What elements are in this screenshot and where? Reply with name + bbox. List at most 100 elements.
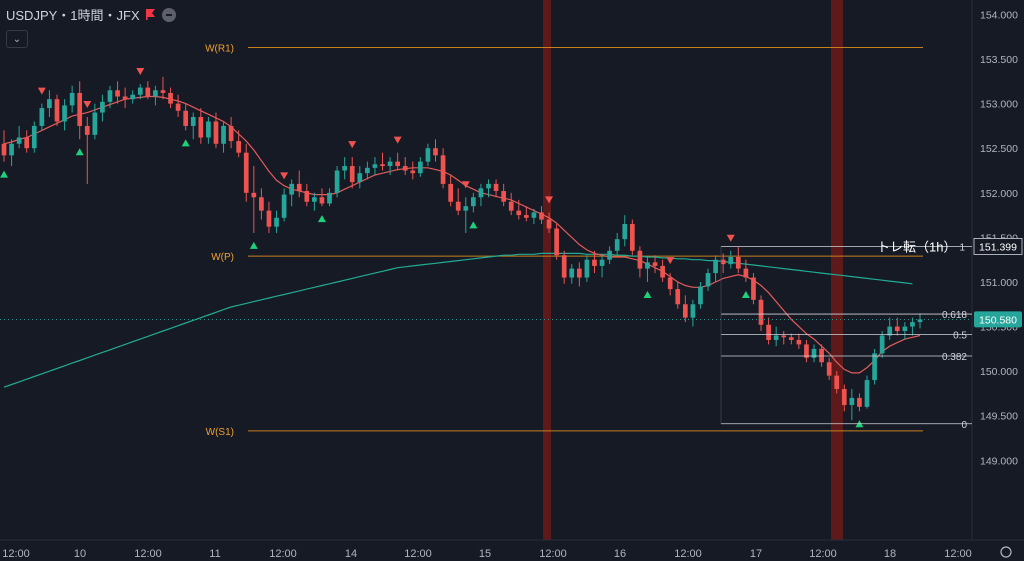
minus-circle-icon[interactable]: [161, 7, 176, 22]
candle-body: [365, 167, 370, 174]
pivot-label: W(S1): [206, 427, 234, 438]
candle-body: [47, 99, 52, 109]
flag-icon[interactable]: [145, 9, 156, 20]
x-tick-label: 12:00: [674, 548, 702, 560]
candle-body: [281, 194, 287, 218]
candle-body: [705, 273, 711, 287]
candle-body: [910, 322, 915, 327]
y-tick-label: 152.000: [980, 188, 1018, 200]
candle-body: [296, 183, 302, 192]
candle-body: [728, 257, 734, 265]
candle-body: [796, 339, 802, 345]
y-tick-label: 151.000: [980, 277, 1018, 289]
candle-body: [493, 183, 499, 192]
candle-body: [236, 141, 242, 153]
symbol-title[interactable]: USDJPY・1時間・JFX: [6, 8, 140, 23]
sell-signal-marker: [666, 257, 675, 265]
candle-body: [9, 143, 14, 156]
candle-body: [894, 326, 900, 332]
x-tick-label: 16: [614, 548, 626, 560]
fib-level-label: 0: [961, 420, 967, 431]
candle-body: [402, 166, 408, 171]
buy-signal-marker: [741, 290, 750, 298]
candle-body: [107, 90, 113, 102]
candle-body: [645, 262, 650, 269]
y-tick-label: 152.500: [980, 143, 1018, 155]
candle-body: [652, 262, 658, 266]
candle-body: [463, 206, 469, 211]
sell-signal-marker: [726, 234, 735, 242]
candle-body: [84, 125, 90, 135]
candle-body: [160, 90, 166, 93]
candle-body: [592, 259, 597, 266]
buy-signal-marker: [317, 215, 326, 223]
candle-body: [857, 397, 862, 407]
candle-body: [561, 255, 567, 278]
candle-body: [743, 268, 749, 278]
x-tick-label: 12:00: [944, 548, 972, 560]
candle-body: [524, 215, 529, 218]
candle-body: [1, 143, 7, 156]
candle-body: [213, 121, 219, 144]
x-tick-label: 12:00: [2, 548, 30, 560]
y-tick-label: 149.000: [980, 455, 1018, 467]
fib-price-box: [973, 238, 1023, 255]
candle-body: [357, 173, 363, 183]
x-tick-label: 10: [74, 548, 86, 560]
candle-body: [599, 259, 605, 266]
candle-body: [319, 197, 325, 204]
sell-signal-marker: [461, 181, 470, 189]
fib-price-label: 151.399: [979, 241, 1017, 253]
candle-body: [607, 250, 612, 260]
last-price-box: [974, 311, 1022, 328]
candle-body: [887, 326, 893, 336]
buy-signal-marker: [75, 148, 84, 156]
candle-body: [274, 217, 279, 227]
candle-body: [349, 166, 355, 183]
candle-body: [334, 170, 340, 193]
x-tick-label: 12:00: [269, 548, 297, 560]
candle-body: [690, 304, 696, 318]
candle-body: [16, 137, 22, 144]
gear-icon[interactable]: [1000, 546, 1012, 558]
y-tick-label: 150.000: [980, 366, 1018, 378]
ma-short-line: [3, 95, 921, 374]
candle-body: [327, 192, 332, 204]
y-tick-label: 153.500: [980, 54, 1018, 66]
candle-body: [584, 259, 590, 278]
candle-body: [425, 148, 431, 162]
candle-body: [720, 259, 726, 265]
buy-signal-marker: [469, 221, 478, 229]
candle-body: [849, 397, 855, 406]
y-tick-label: 149.500: [980, 411, 1018, 423]
last-price-label: 150.580: [979, 314, 1017, 326]
candle-body: [576, 268, 582, 278]
fib-level-label: 0.618: [942, 310, 967, 321]
chevron-down-icon[interactable]: ⌄: [6, 30, 28, 48]
x-tick-label: 11: [209, 548, 220, 560]
x-tick-label: 15: [479, 548, 491, 560]
candle-body: [312, 197, 317, 202]
candle-body: [130, 94, 136, 100]
candle-body: [243, 152, 249, 193]
candle-body: [751, 277, 756, 300]
candle-body: [77, 92, 83, 126]
candle-body: [259, 197, 264, 211]
candle-body: [758, 299, 764, 325]
candle-body: [304, 191, 310, 202]
candle-body: [342, 166, 348, 171]
fib-level-label: 0.5: [953, 331, 967, 342]
candle-body: [735, 257, 741, 269]
sell-signal-marker: [393, 136, 402, 144]
candle-body: [713, 259, 718, 274]
candle-body: [819, 348, 824, 363]
candle-body: [395, 161, 400, 167]
x-tick-label: 12:00: [404, 548, 432, 560]
candle-body: [698, 286, 703, 305]
highlight-band: [831, 0, 843, 540]
candle-body: [637, 250, 643, 269]
candle-body: [675, 289, 681, 305]
candle-body: [539, 212, 544, 220]
candle-body: [54, 99, 60, 122]
